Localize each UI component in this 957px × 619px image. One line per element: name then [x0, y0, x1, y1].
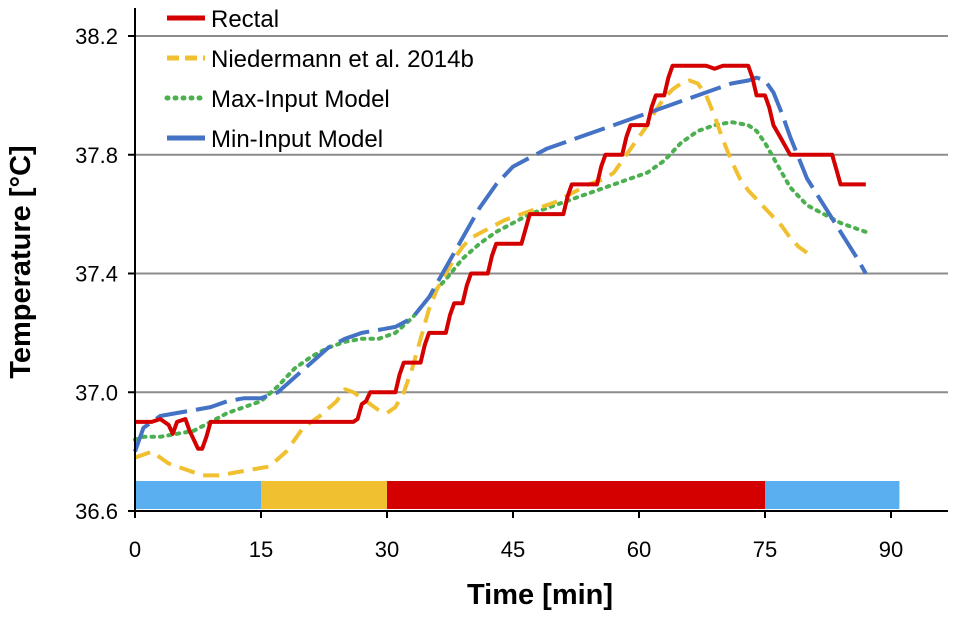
x-tick-labels: 0 15 30 45 60 75 90	[129, 537, 903, 562]
grid-lines	[135, 35, 948, 394]
x-tick-label: 90	[879, 537, 903, 562]
x-tick-label: 45	[501, 537, 525, 562]
legend-entry: Max-Input Model	[164, 86, 390, 113]
x-tick-label: 75	[753, 537, 777, 562]
series-line-rectal	[135, 63, 866, 451]
legend-label: Niedermann et al. 2014b	[211, 46, 474, 73]
legend-label: Rectal	[211, 6, 279, 33]
phase-segment	[765, 481, 900, 509]
x-tick-label: 60	[627, 537, 651, 562]
x-axis-title: Time [min]	[467, 579, 613, 611]
y-tick-label: 36.6	[75, 499, 118, 524]
legend-label: Max-Input Model	[211, 86, 390, 113]
x-tick-label: 15	[249, 537, 273, 562]
legend-entry: Niedermann et al. 2014b	[167, 46, 474, 73]
y-tick-label: 37.8	[75, 143, 118, 168]
plot-lines	[133, 63, 868, 478]
x-tick-label: 30	[375, 537, 399, 562]
phase-segment	[261, 481, 387, 509]
legend-label: Min-Input Model	[211, 126, 383, 153]
phase-bar	[135, 481, 900, 509]
phase-segment	[135, 481, 261, 509]
y-tick-label: 38.2	[75, 24, 118, 49]
legend: Rectal Niedermann et al. 2014b Max-Input M…	[164, 6, 474, 153]
legend-entry: Min-Input Model	[167, 126, 383, 153]
axes	[128, 8, 948, 518]
y-tick-labels: 36.6 37.0 37.4 37.8 38.2	[75, 24, 118, 524]
series-line-min-input-model	[133, 75, 868, 453]
y-tick-label: 37.4	[75, 262, 118, 287]
y-tick-label: 37.0	[75, 380, 118, 405]
legend-entry: Rectal	[167, 6, 279, 33]
x-tick-label: 0	[129, 537, 141, 562]
phase-segment	[387, 481, 765, 509]
y-axis-title: Temperature [°C]	[5, 145, 37, 378]
series-line-niedermann-et-al-2014b	[134, 78, 809, 478]
